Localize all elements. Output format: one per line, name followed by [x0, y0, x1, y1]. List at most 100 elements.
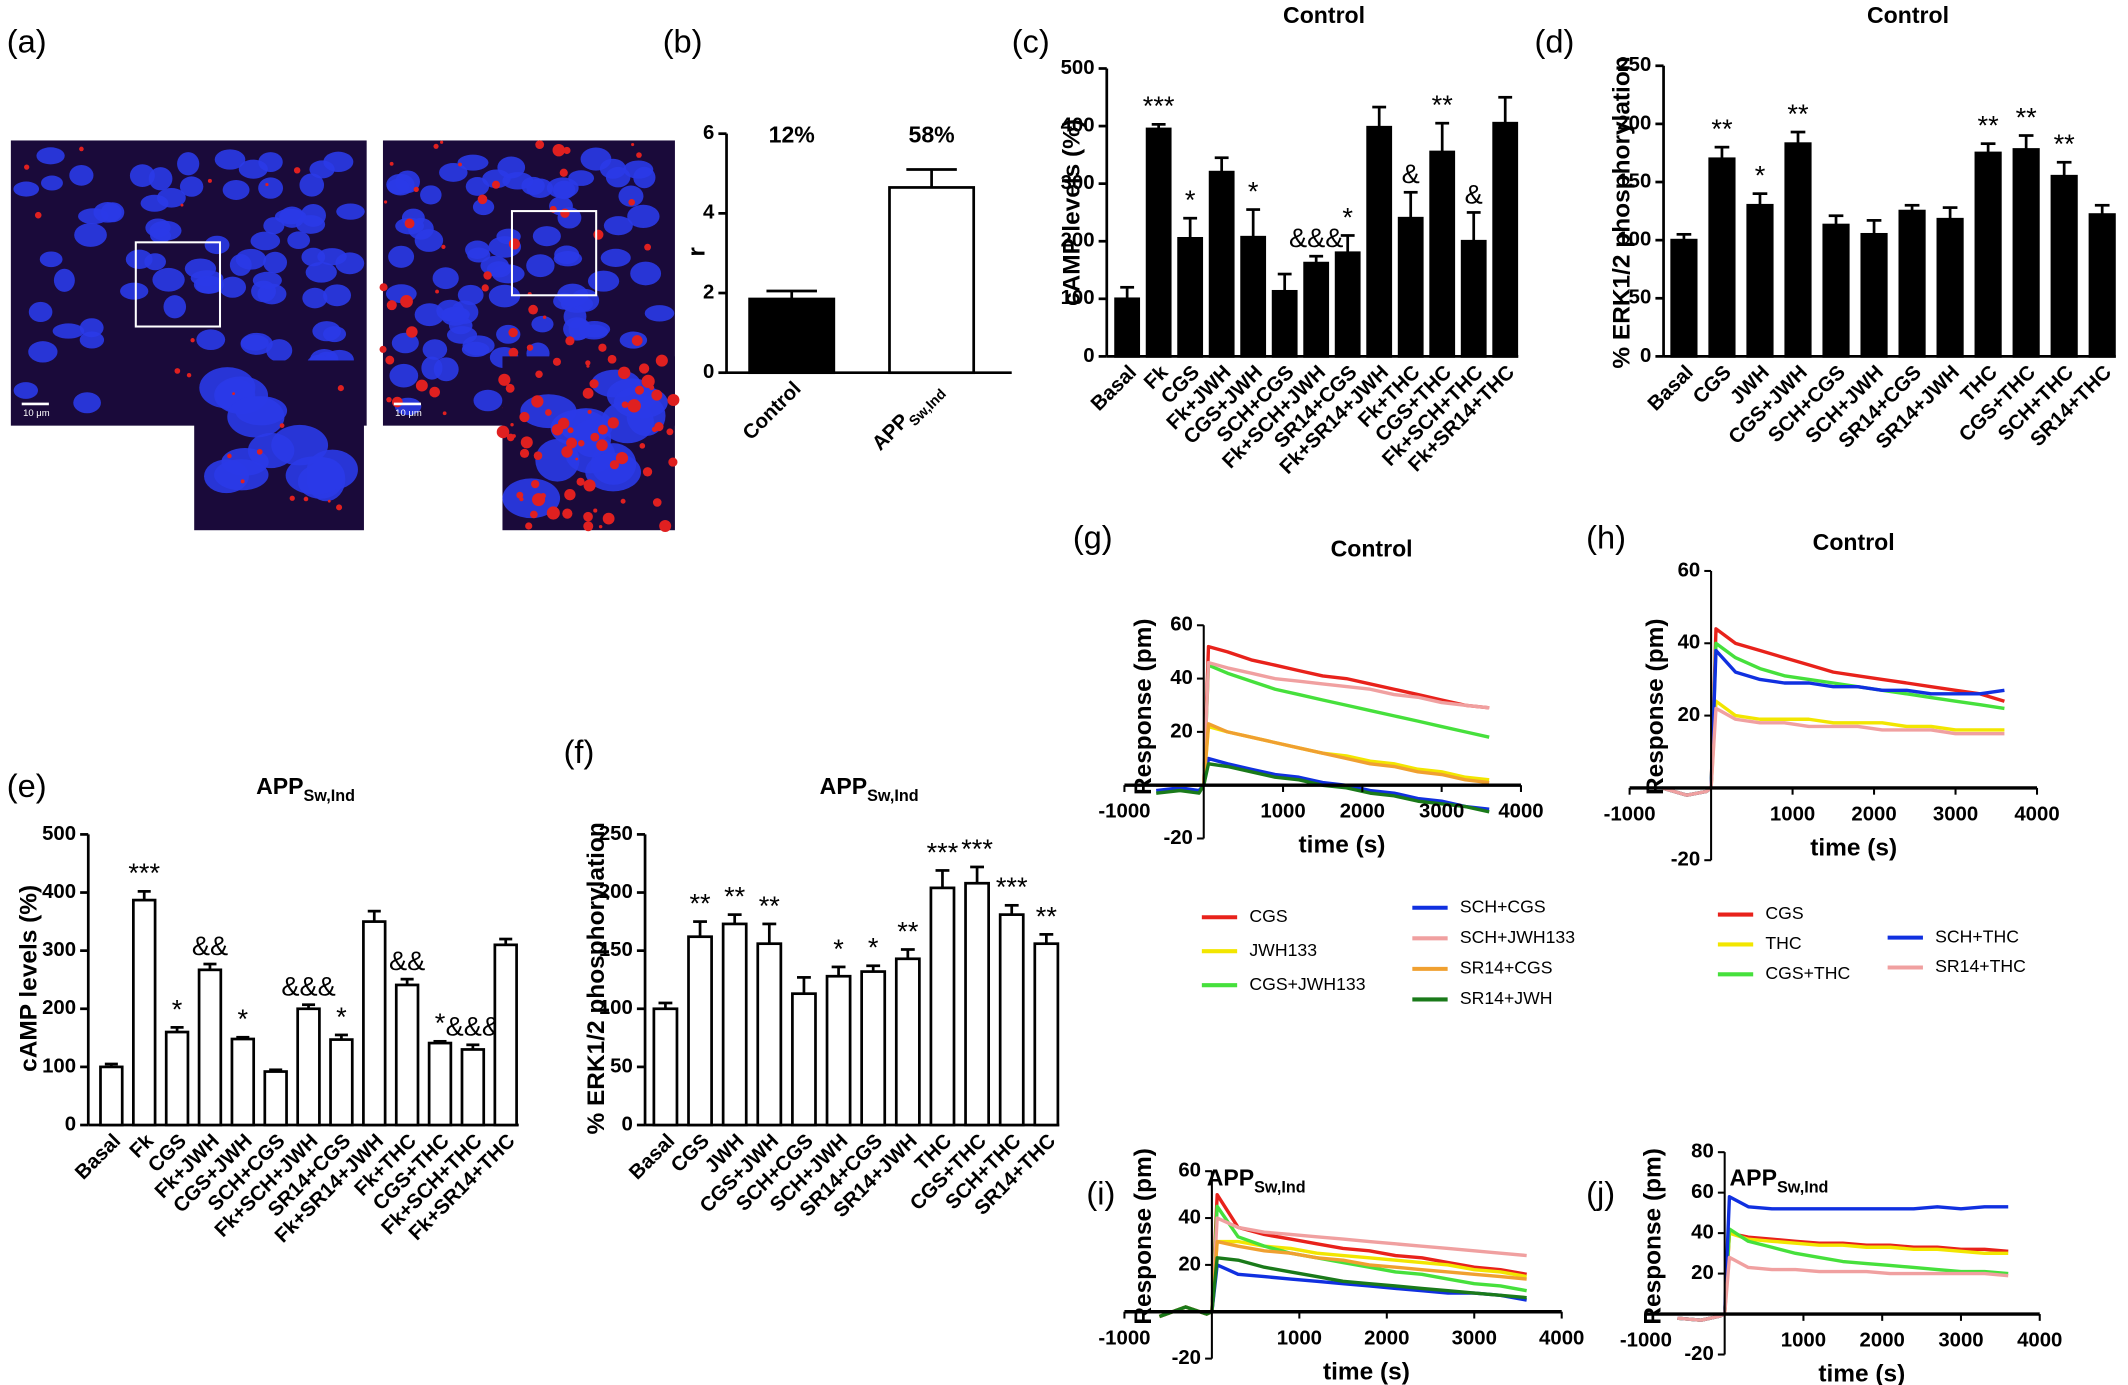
bar [1860, 232, 1888, 358]
y-tick-label: 200 [1617, 112, 1651, 134]
significance-label: ** [1978, 110, 2000, 141]
bar [329, 1038, 354, 1127]
y-tick-label: 60 [1170, 614, 1193, 636]
nucleus [152, 267, 185, 292]
legend-label: CGS+JWH133 [1249, 974, 1365, 994]
puncta [627, 399, 641, 413]
puncta [510, 423, 514, 427]
nucleus [388, 245, 415, 268]
nucleus [323, 326, 347, 343]
bar [230, 1037, 256, 1127]
nucleus [585, 452, 642, 492]
y-tick-label: 0 [1083, 345, 1094, 367]
nucleus [335, 252, 365, 275]
bar [888, 186, 976, 375]
chart-title-sub: Sw,Ind [1254, 1179, 1305, 1197]
puncta [607, 354, 617, 364]
puncta [583, 521, 594, 532]
y-tick-label: 200 [599, 881, 633, 903]
nucleus [387, 178, 410, 195]
puncta [508, 347, 519, 358]
puncta [293, 167, 301, 174]
puncta [651, 426, 658, 433]
puncta [458, 162, 462, 167]
chart-title-sub: Sw,Ind [867, 788, 918, 806]
nucleus [93, 202, 122, 223]
nucleus [120, 282, 149, 300]
puncta [496, 425, 510, 439]
y-tick-label: 100 [599, 997, 633, 1019]
y-tick-label: 300 [42, 939, 76, 961]
nucleus [235, 248, 267, 270]
puncta [636, 152, 642, 158]
puncta [526, 344, 534, 351]
series-line [1156, 762, 1490, 814]
nucleus [199, 367, 256, 409]
puncta [631, 335, 643, 346]
x-tick-label: 2000 [1340, 801, 1385, 823]
y-tick-label: 100 [1061, 287, 1095, 309]
nucleus [420, 185, 442, 205]
puncta [596, 439, 608, 451]
nucleus [13, 181, 40, 197]
puncta [535, 370, 543, 378]
puncta [666, 428, 674, 436]
y-axis-label: Response (pm) [1130, 619, 1157, 796]
puncta [190, 338, 195, 343]
bar [1208, 170, 1235, 358]
bar [687, 935, 713, 1127]
significance-label: * [1185, 184, 1196, 215]
x-tick-label: -1000 [1098, 1327, 1150, 1349]
nucleus [531, 315, 554, 333]
puncta [620, 498, 626, 504]
nucleus [472, 198, 495, 216]
puncta [552, 143, 565, 157]
puncta [415, 379, 428, 392]
bar [1429, 150, 1456, 358]
x-tick-label: 3000 [1452, 1327, 1497, 1349]
legend-label: JWH133 [1249, 940, 1317, 960]
puncta [483, 271, 492, 280]
y-axis-label: Response (pm) [1642, 619, 1669, 796]
nucleus [28, 301, 53, 323]
y-tick-label: 60 [1178, 1160, 1201, 1182]
bar [1708, 157, 1736, 358]
puncta [631, 142, 635, 147]
x-tick-label: 2000 [1851, 803, 1896, 825]
bar [652, 1007, 679, 1127]
puncta [520, 436, 533, 449]
y-tick-label: 50 [610, 1055, 633, 1077]
puncta [435, 289, 439, 294]
nucleus [271, 424, 329, 466]
puncta [525, 522, 533, 530]
legend-label: CGS [1249, 906, 1287, 926]
puncta [586, 364, 590, 368]
puncta [303, 496, 309, 502]
bar [748, 297, 836, 375]
significance-label: ** [1036, 900, 1058, 931]
y-tick-label: 40 [1691, 1221, 1714, 1243]
y-tick-label: 250 [1617, 54, 1651, 76]
nucleus [336, 203, 365, 220]
nucleus [74, 223, 107, 247]
nucleus [204, 235, 230, 255]
significance-label: *** [128, 857, 160, 888]
puncta [531, 395, 544, 408]
puncta [668, 457, 678, 467]
puncta [583, 511, 593, 522]
panel-label: (c) [1012, 23, 1050, 60]
significance-label: 12% [769, 121, 815, 147]
panel-label: (j) [1586, 1174, 1615, 1211]
puncta [638, 363, 650, 374]
puncta [34, 211, 42, 219]
puncta [561, 446, 573, 458]
bar [1033, 942, 1060, 1127]
puncta [649, 385, 655, 391]
bar [131, 898, 157, 1127]
y-tick-label: 400 [42, 881, 76, 903]
significance-label: *** [996, 871, 1028, 902]
significance-label: ** [1787, 98, 1809, 129]
y-tick-label: 60 [1691, 1181, 1714, 1203]
puncta [652, 498, 662, 507]
bar [1822, 223, 1850, 358]
